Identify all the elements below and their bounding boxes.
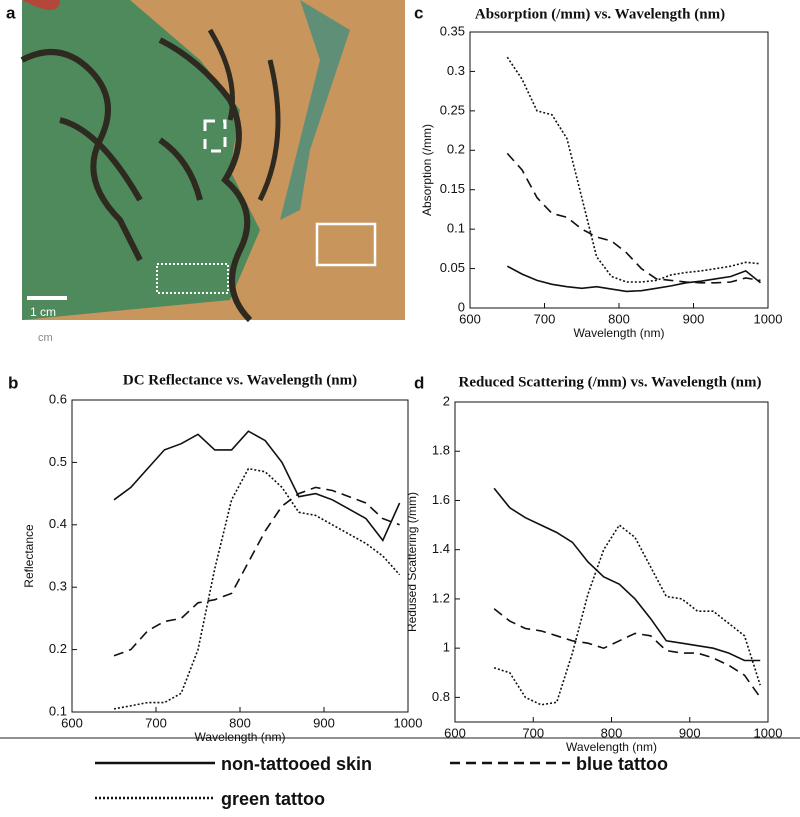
x-tick-label: 1000 <box>754 311 783 326</box>
tattoo-outline <box>20 37 253 323</box>
series-line <box>506 265 762 293</box>
x-tick-label: 600 <box>61 715 83 730</box>
panel-label: b <box>8 373 18 392</box>
x-axis-label: Wavelength (nm) <box>574 326 665 340</box>
legend-label: non-tattooed skin <box>221 754 372 774</box>
series-line <box>506 152 761 284</box>
chart-title: Reduced Scattering (/mm) vs. Wavelength … <box>458 374 761 390</box>
green-tattoo-area <box>22 0 260 320</box>
y-tick-label: 0.3 <box>49 579 67 594</box>
series-line <box>493 608 761 698</box>
unit-label: cm <box>38 332 53 344</box>
x-tick-label: 900 <box>313 715 335 730</box>
y-axis-label: Reflectance <box>22 524 36 588</box>
x-tick-label: 1000 <box>394 715 423 730</box>
y-tick-label: 2 <box>443 393 450 408</box>
y-tick-label: 1.2 <box>432 590 450 605</box>
y-tick-label: 0.2 <box>447 142 465 157</box>
panel-label: d <box>414 373 424 392</box>
x-axis-label: Wavelength (nm) <box>566 740 657 754</box>
plot-frame <box>454 401 769 723</box>
series-line <box>113 467 401 710</box>
tattoo-outline <box>207 28 281 202</box>
y-tick-label: 1 <box>443 640 450 655</box>
chart-title: Absorption (/mm) vs. Wavelength (nm) <box>475 6 725 22</box>
panel-label: a <box>6 3 16 22</box>
series-line <box>506 56 761 283</box>
x-tick-label: 700 <box>522 725 544 740</box>
x-axis-label: Wavelength (nm) <box>195 730 286 744</box>
y-tick-label: 1.6 <box>432 492 450 507</box>
y-tick-label: 0.15 <box>440 181 465 196</box>
y-tick-label: 0.35 <box>440 23 465 38</box>
x-tick-label: 900 <box>683 311 705 326</box>
y-tick-label: 0.5 <box>49 454 67 469</box>
y-tick-label: 0.05 <box>440 260 465 275</box>
panel-label: c <box>414 3 423 22</box>
y-tick-label: 1.4 <box>432 541 450 556</box>
roi-skin <box>315 222 377 267</box>
legend-label: green tattoo <box>221 789 325 809</box>
y-axis-label: Redused Scattering (/mm) <box>405 492 419 632</box>
roi-green <box>156 263 229 294</box>
x-tick-label: 800 <box>601 725 623 740</box>
x-tick-label: 900 <box>679 725 701 740</box>
x-tick-label: 800 <box>229 715 251 730</box>
y-tick-label: 0.3 <box>447 63 465 78</box>
series-line <box>493 523 761 706</box>
y-tick-label: 0.1 <box>447 221 465 236</box>
y-tick-label: 0 <box>458 299 465 314</box>
y-tick-label: 0.2 <box>49 641 67 656</box>
chart-title: DC Reflectance vs. Wavelength (nm) <box>123 372 357 388</box>
x-tick-label: 800 <box>608 311 630 326</box>
x-tick-label: 700 <box>534 311 556 326</box>
plot-frame <box>71 399 409 713</box>
x-tick-label: 700 <box>145 715 167 730</box>
y-axis-label: Absorption (/mm) <box>420 124 434 216</box>
y-tick-label: 0.8 <box>432 689 450 704</box>
y-tick-label: 0.25 <box>440 102 465 117</box>
x-tick-label: 600 <box>444 725 466 740</box>
blue-tattoo-area <box>280 0 350 220</box>
red-ink <box>22 0 60 10</box>
plot-frame <box>469 31 769 309</box>
series-line <box>113 430 401 542</box>
x-tick-label: 600 <box>459 311 481 326</box>
y-tick-label: 1.8 <box>432 443 450 458</box>
x-tick-label: 1000 <box>754 725 783 740</box>
series-line <box>493 487 761 662</box>
y-tick-label: 0.6 <box>49 391 67 406</box>
scale-label: 1 cm <box>30 305 56 319</box>
y-tick-label: 0.4 <box>49 516 67 531</box>
legend: non-tattooed skin blue tattoo green tattoo <box>95 754 668 809</box>
y-tick-label: 0.1 <box>49 703 67 718</box>
legend-label: blue tattoo <box>576 754 668 774</box>
roi-blue <box>203 119 227 153</box>
photo: 1 cm cm a <box>6 0 405 344</box>
